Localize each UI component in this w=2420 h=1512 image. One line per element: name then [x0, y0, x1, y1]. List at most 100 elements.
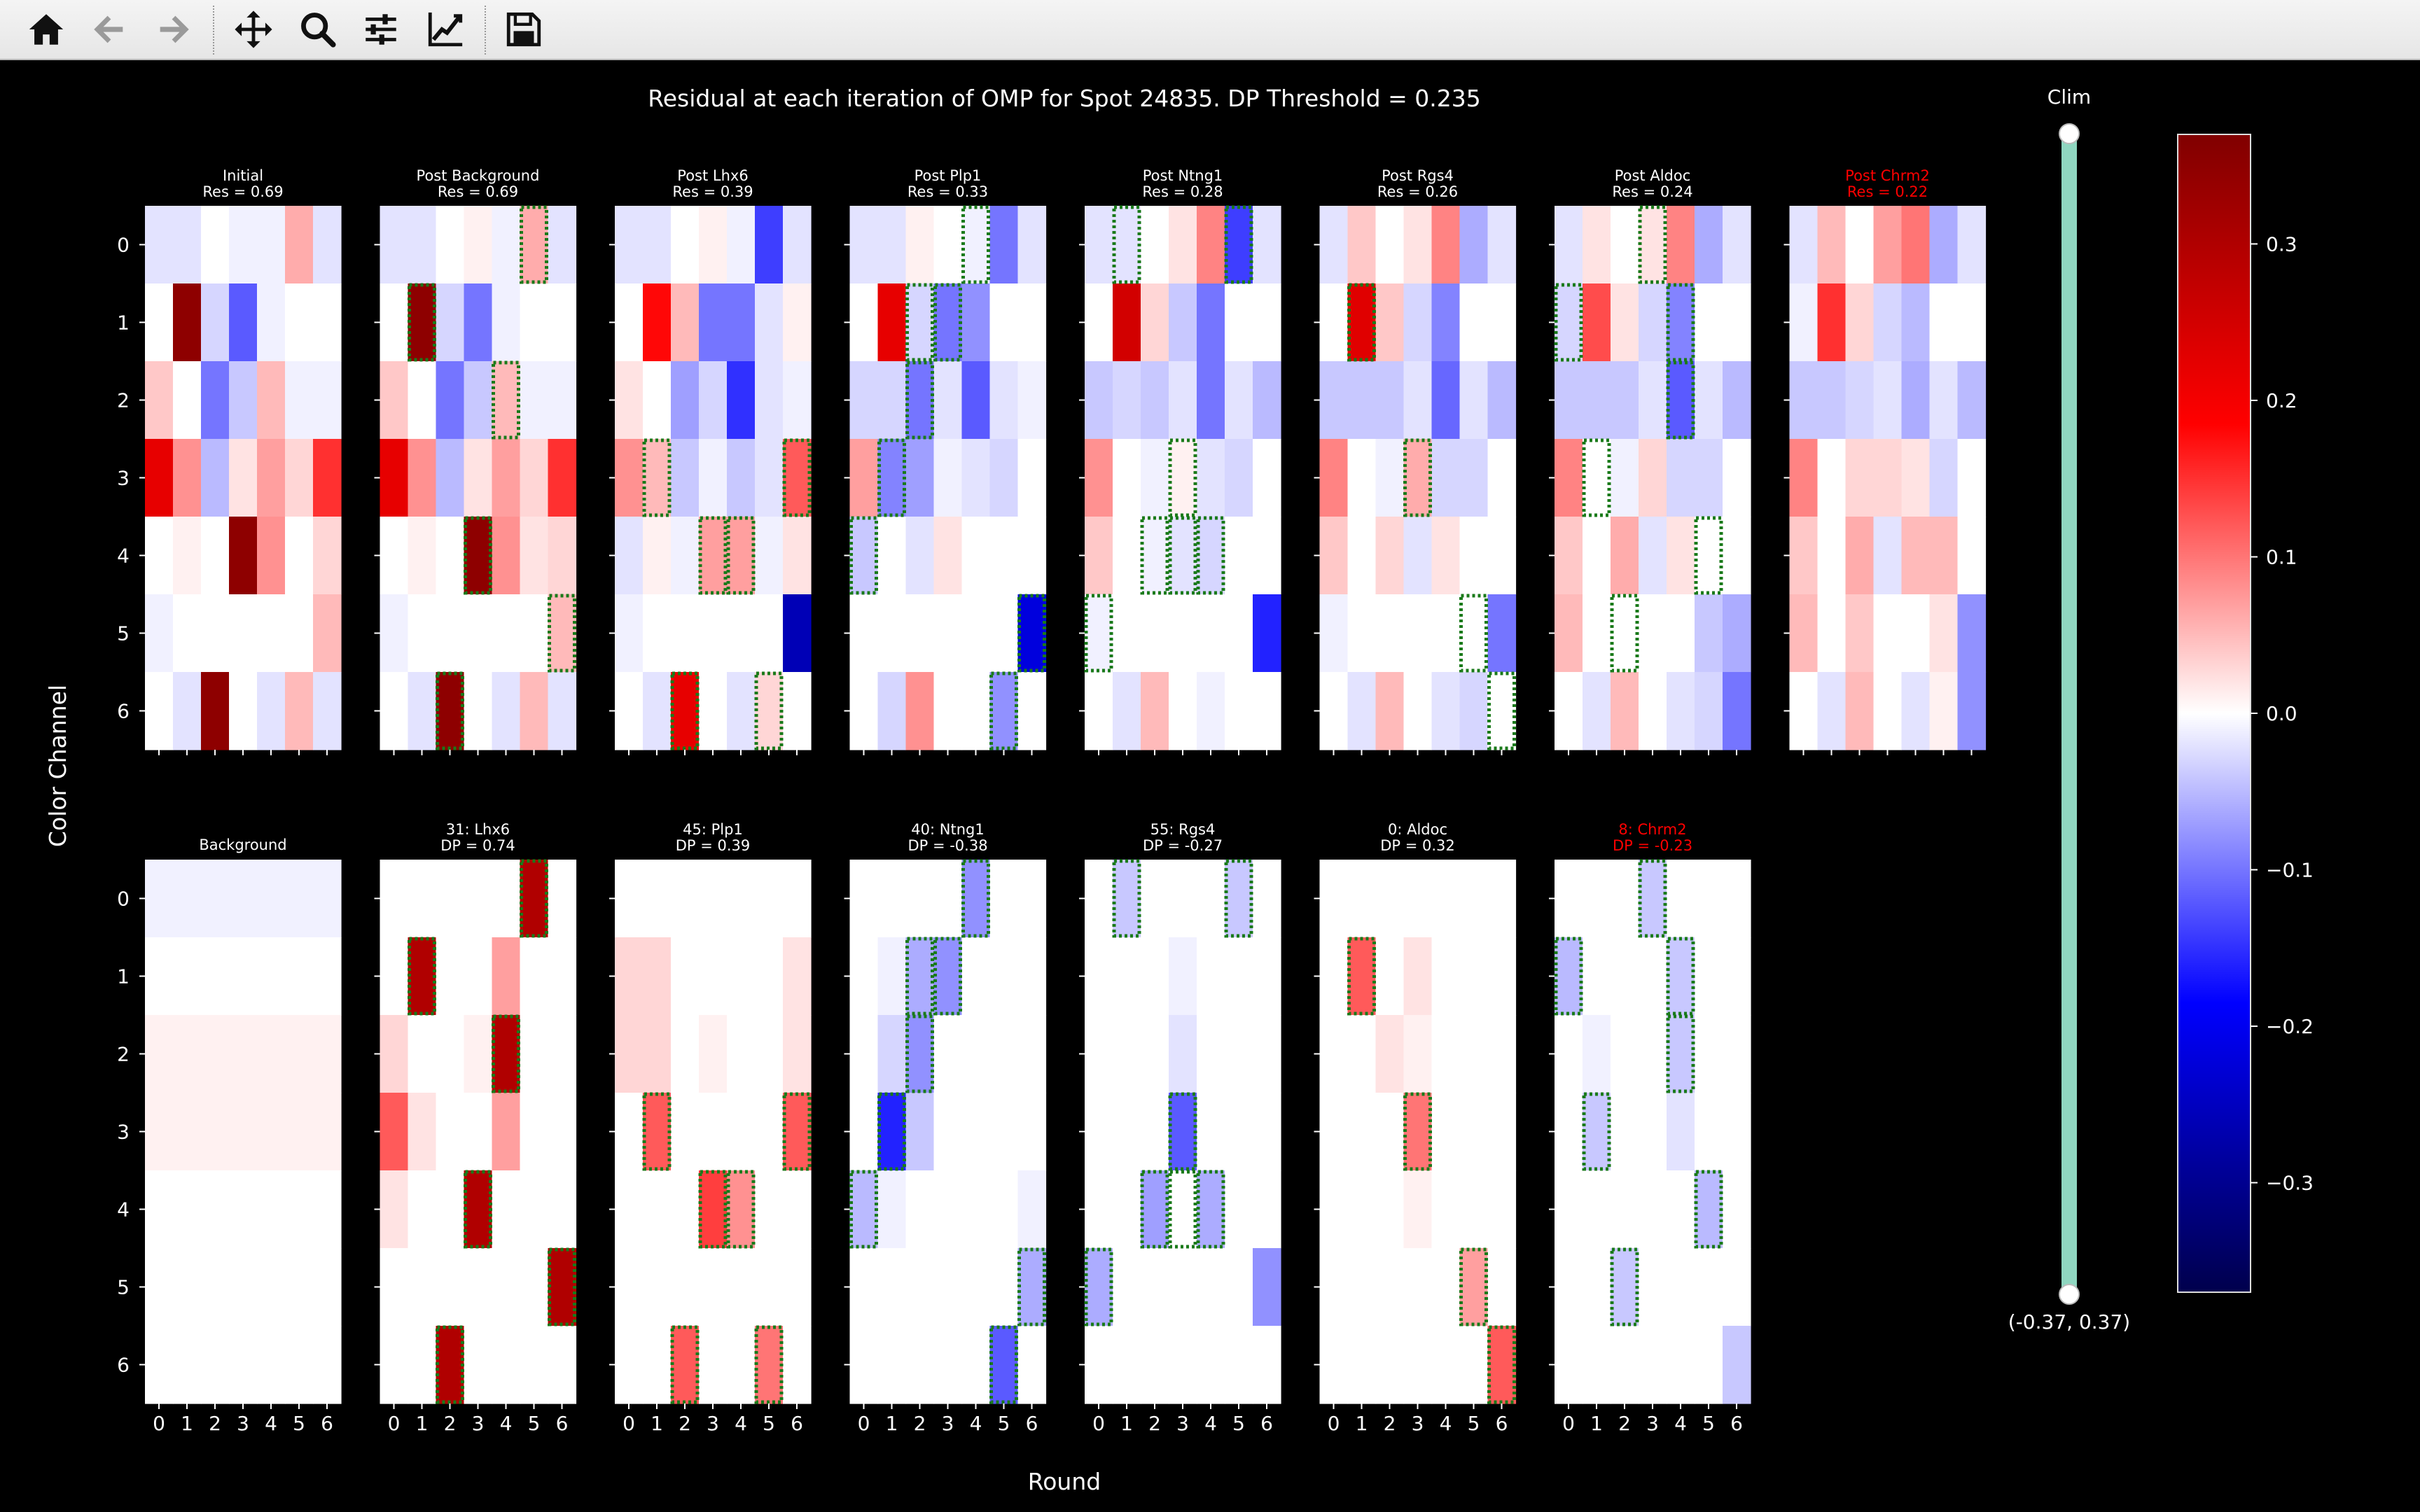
gene-code-box	[961, 205, 990, 284]
heatmap-cell	[671, 517, 700, 595]
configure-subplots-button[interactable]	[354, 4, 408, 55]
heatmap-cell	[201, 439, 230, 517]
heatmap-cell	[933, 937, 963, 1016]
x-tick-label: 1	[1356, 1412, 1368, 1435]
heatmap-cell	[1225, 1170, 1253, 1249]
heatmap-cell	[989, 1015, 1019, 1093]
panel-subtitle: DP = 0.74	[440, 837, 515, 854]
heatmap-cell	[1113, 284, 1141, 362]
heatmap-cell	[961, 361, 991, 440]
heatmap-cell	[877, 284, 907, 362]
x-tick-label: 4	[1440, 1412, 1452, 1435]
heatmap-cell	[1319, 361, 1349, 440]
heatmap-cell	[464, 361, 493, 440]
heatmap-cell	[520, 1170, 549, 1249]
heatmap-cell	[464, 1015, 493, 1093]
heatmap-cell	[1347, 672, 1377, 750]
heatmap-cell	[380, 594, 409, 673]
heatmap-cell	[1957, 517, 1987, 595]
toolbar-separator	[485, 6, 487, 55]
save-button[interactable]	[497, 4, 550, 55]
panel-title: 55: Rgs4	[1150, 821, 1216, 838]
heatmap-cell	[1817, 361, 1847, 440]
gene-code-box	[642, 438, 672, 517]
edit-axes-button[interactable]	[419, 4, 472, 55]
heatmap-cell	[1459, 594, 1489, 673]
heatmap-cell	[755, 672, 784, 750]
heatmap-cell	[1723, 860, 1751, 938]
heatmap-cell	[1845, 284, 1875, 362]
heatmap-cell	[643, 672, 672, 750]
home-button[interactable]	[20, 4, 73, 55]
pan-button[interactable]	[227, 4, 280, 55]
heatmap-cell	[436, 361, 465, 440]
x-tick-label: 5	[293, 1412, 305, 1435]
heatmap-cell	[961, 1015, 991, 1093]
heatmap-cell	[1197, 1170, 1225, 1249]
heatmap-cell	[1555, 1093, 1583, 1171]
heatmap-cell	[1667, 937, 1695, 1016]
gene-code-box	[408, 283, 436, 362]
clim-slider-max-handle[interactable]	[2059, 123, 2080, 144]
heatmap-cell	[257, 1093, 286, 1171]
panel-title: Post Rgs4	[1382, 167, 1454, 184]
heatmap-cell	[436, 517, 465, 595]
y-tick-label: 5	[117, 622, 130, 645]
forward-button[interactable]	[147, 4, 200, 55]
heatmap-cell	[1375, 206, 1405, 284]
heatmap-cell	[643, 860, 672, 938]
heatmap-cell	[285, 1093, 314, 1171]
heatmap-cell	[1723, 1326, 1751, 1404]
clim-slider-track[interactable]	[2061, 133, 2077, 1295]
heatmap-cell	[201, 594, 230, 673]
heatmap-cell	[1141, 1326, 1169, 1404]
heatmap-cell	[755, 517, 784, 595]
heatmap-cell	[755, 439, 784, 517]
heatmap-cell	[492, 206, 521, 284]
arrow-left-icon	[94, 15, 123, 43]
heatmap-cell	[1873, 361, 1903, 440]
heatmap-cell	[1347, 361, 1377, 440]
heatmap-cell	[1085, 206, 1113, 284]
x-tick-label: 6	[321, 1412, 333, 1435]
heatmap-cell	[380, 937, 409, 1016]
heatmap-cell	[1873, 517, 1903, 595]
heatmap-cell	[1169, 1248, 1197, 1326]
x-tick-label: 4	[1204, 1412, 1217, 1435]
heatmap-cell	[1319, 1170, 1349, 1249]
heatmap-cell	[548, 439, 577, 517]
heatmap-cell	[1789, 284, 1819, 362]
heatmap-cell	[643, 594, 672, 673]
heatmap-cell	[1789, 361, 1819, 440]
heatmap-cell	[961, 439, 991, 517]
heatmap-cell	[1901, 206, 1931, 284]
heatmap-cell	[313, 594, 342, 673]
x-tick-label: 4	[500, 1412, 513, 1435]
heatmap-cell	[727, 937, 756, 1016]
clim-slider-min-handle[interactable]	[2059, 1284, 2080, 1305]
heatmap-cell	[229, 1248, 258, 1326]
heatmap-cell	[1431, 206, 1461, 284]
heatmap-cell	[905, 206, 935, 284]
x-tick-label: 4	[265, 1412, 277, 1435]
heatmap-cell	[257, 439, 286, 517]
back-button[interactable]	[83, 4, 136, 55]
heatmap-cell	[145, 439, 174, 517]
heatmap-cell	[1873, 672, 1903, 750]
heatmap-cell	[1487, 1326, 1517, 1404]
heatmap-cell	[380, 1093, 409, 1171]
panel-title: 40: Ntng1	[911, 821, 984, 838]
gene-code-box	[520, 205, 548, 284]
heatmap-cell	[961, 206, 991, 284]
zoom-button[interactable]	[291, 4, 345, 55]
heatmap-cell	[1347, 517, 1377, 595]
heatmap-cell	[520, 284, 549, 362]
heatmap-cell	[1431, 1015, 1461, 1093]
floppy-icon	[506, 12, 541, 47]
heatmap-cell	[1639, 1248, 1667, 1326]
heatmap-cell	[173, 1015, 202, 1093]
gene-code-box	[1168, 438, 1197, 517]
heatmap-cell	[1225, 361, 1253, 440]
gene-code-box	[698, 1170, 728, 1249]
heatmap-cell	[1695, 937, 1723, 1016]
